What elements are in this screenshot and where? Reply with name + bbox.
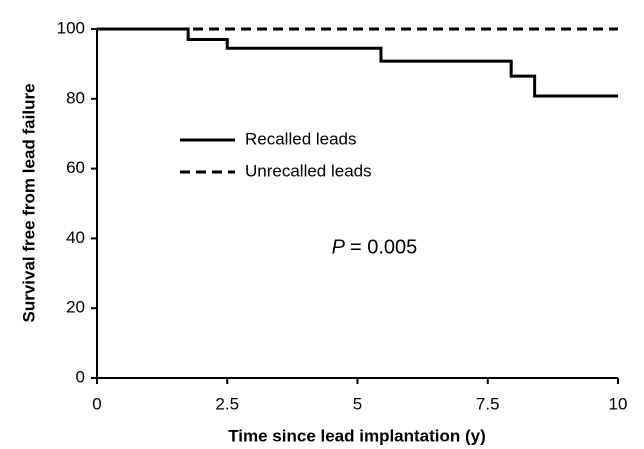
x-tick-label: 10 (609, 394, 628, 413)
x-tick-label: 2.5 (215, 394, 239, 413)
survival-line (97, 27, 618, 98)
y-tick-label: 60 (66, 158, 85, 177)
legend-label: Unrecalled leads (245, 161, 372, 180)
y-tick-label: 100 (57, 18, 85, 37)
y-tick-label: 0 (76, 367, 85, 386)
y-tick-label: 40 (66, 228, 85, 247)
x-axis-label: Time since lead implantation (y) (228, 426, 486, 445)
y-tick-label: 20 (66, 298, 85, 317)
annotation-symbol: P (332, 236, 346, 258)
legend-label: Recalled leads (245, 129, 357, 148)
annotation-text: = 0.005 (350, 236, 417, 258)
x-tick-label: 0 (92, 394, 101, 413)
x-tick-label: 5 (353, 394, 362, 413)
y-axis-label: Survival free from lead failure (19, 83, 38, 322)
x-tick-label: 7.5 (476, 394, 500, 413)
y-tick-label: 80 (66, 88, 85, 107)
